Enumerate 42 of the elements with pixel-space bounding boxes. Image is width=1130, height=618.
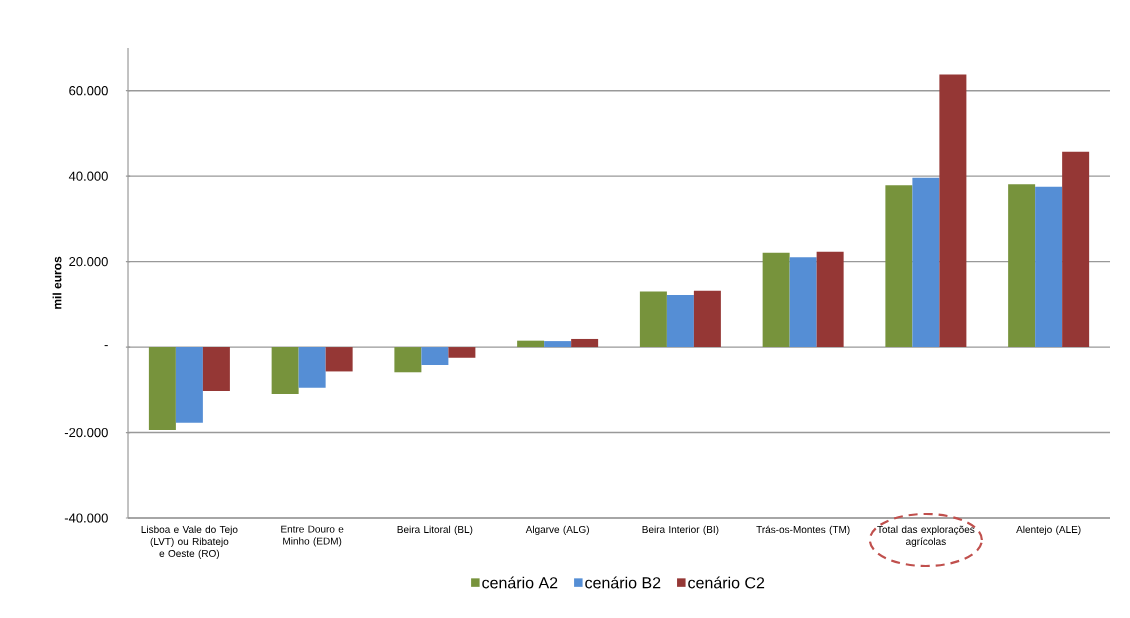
- bar: [1062, 151, 1090, 348]
- bar: [912, 177, 940, 348]
- x-tick-label: Alentejo (ALE): [1016, 525, 1081, 535]
- x-tick-label: Lisboa e Vale do Tejo (LVT) ou Ribatejo e Oeste (RO): [141, 525, 238, 559]
- y-tick-label: 60.000: [69, 86, 108, 96]
- x-tick-label: Beira Interior (BI): [642, 525, 719, 535]
- bar: [202, 347, 230, 392]
- y-axis-title: mil euros: [52, 256, 62, 309]
- bar: [517, 340, 545, 348]
- legend-label: cenário B2: [585, 576, 661, 589]
- bar: [148, 347, 176, 430]
- bar: [939, 74, 967, 348]
- bar: [298, 347, 326, 388]
- bar: [1008, 184, 1036, 348]
- bar: [789, 257, 817, 348]
- bar: [1035, 186, 1063, 348]
- x-tick-label: Algarve (ALG): [525, 525, 589, 535]
- bar: [666, 294, 694, 348]
- y-tick-label: -20.000: [64, 427, 108, 438]
- bar: [544, 341, 572, 348]
- bar: [885, 185, 913, 348]
- bar: [325, 347, 353, 372]
- bar: [175, 347, 203, 423]
- bar: [762, 252, 790, 348]
- x-tick-label: Beira Litoral (BL): [397, 525, 473, 535]
- y-tick-label: 40.000: [68, 171, 108, 181]
- x-tick-label: Trás-os-Montes (TM): [756, 525, 850, 536]
- bar: [693, 290, 721, 348]
- legend-label: cenário C2: [688, 576, 765, 589]
- bar: [271, 347, 299, 395]
- y-tick-label: 20.000: [69, 257, 108, 267]
- bar: [448, 347, 476, 358]
- bar: [816, 251, 844, 348]
- bar: [571, 338, 599, 348]
- bar: [394, 347, 422, 373]
- y-tick-label: -40.000: [64, 513, 108, 523]
- x-tick-label: Entre Douro e Minho (EDM): [281, 525, 344, 547]
- x-tick-label: Total das explorações agrícolas: [877, 525, 975, 547]
- bar: [639, 291, 667, 348]
- y-tick-label: -: [104, 345, 108, 347]
- bar: [421, 347, 449, 366]
- legend-label: cenário A2: [482, 576, 558, 589]
